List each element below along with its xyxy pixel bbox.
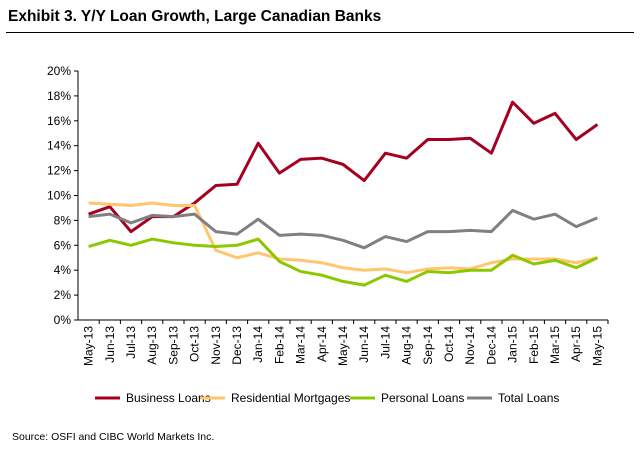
x-tick-label: Aug-14 [400,326,414,365]
y-tick-label: 2% [54,288,72,302]
x-tick-label: Jun-14 [357,326,371,363]
series-line-total-loans [88,208,598,250]
x-tick-label: May-15 [590,326,604,366]
x-tick-label: Feb-15 [527,326,541,364]
y-tick-label: 0% [54,313,72,327]
y-tick-label: 4% [54,263,72,277]
legend-label: Personal Loans [381,391,464,405]
x-tick-label: Jul-14 [378,326,392,359]
x-tick-label: Jun-13 [103,326,117,363]
series-line-residential-mortgages [88,201,598,275]
x-tick-label: Mar-15 [548,326,562,364]
source-note: Source: OSFI and CIBC World Markets Inc. [12,431,215,443]
y-tick-label: 6% [54,238,72,252]
y-tick-label: 8% [54,213,72,227]
x-tick-label: Oct-14 [442,326,456,362]
x-tick-label: Feb-14 [272,326,286,364]
y-tick-label: 12% [47,164,71,178]
series-line-personal-loans [88,237,599,287]
x-tick-label: Nov-14 [463,326,477,365]
x-tick-label: Aug-13 [145,326,159,365]
legend-label: Business Loans [126,391,211,405]
legend-label: Residential Mortgages [231,391,350,405]
series-line-business-loans [88,100,599,234]
x-tick-label: May-13 [82,326,96,366]
y-tick-label: 14% [47,139,71,153]
title-rule [6,32,634,33]
x-tick-label: Dec-14 [484,326,498,365]
x-tick-label: Jul-13 [124,326,138,359]
x-tick-label: Jan-14 [251,326,265,363]
x-tick-label: Jan-15 [506,326,520,363]
legend-label: Total Loans [498,391,559,405]
x-tick-label: Sep-13 [166,326,180,365]
x-tick-label: Nov-13 [209,326,223,365]
chart-title: Exhibit 3. Y/Y Loan Growth, Large Canadi… [8,8,382,25]
y-tick-label: 18% [47,89,71,103]
x-tick-label: May-14 [336,326,350,366]
y-tick-label: 10% [47,189,71,203]
x-tick-label: Apr-15 [569,326,583,362]
y-tick-label: 16% [47,114,71,128]
x-tick-label: Mar-14 [294,326,308,364]
y-tick-label: 20% [47,64,71,78]
x-tick-label: Dec-13 [230,326,244,365]
x-tick-label: Sep-14 [421,326,435,365]
x-tick-label: Oct-13 [188,326,202,362]
x-tick-label: Apr-14 [315,326,329,362]
